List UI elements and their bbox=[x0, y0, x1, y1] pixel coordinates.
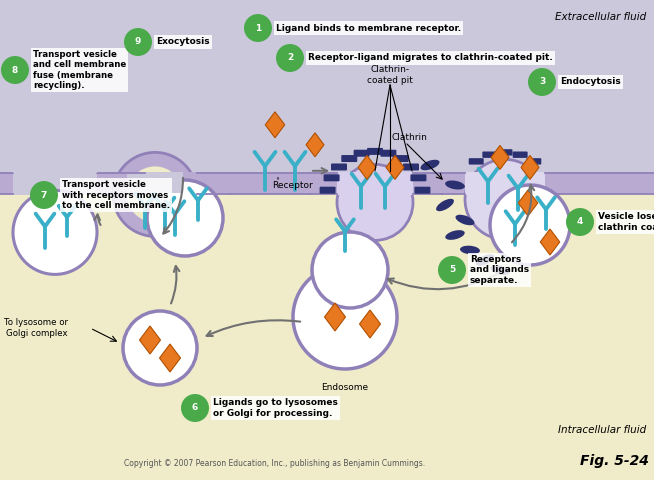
Text: Vesicle loses
clathrin coat.: Vesicle loses clathrin coat. bbox=[598, 212, 654, 232]
Bar bbox=[337, 172, 413, 195]
FancyBboxPatch shape bbox=[498, 149, 513, 156]
Circle shape bbox=[438, 256, 466, 284]
Text: 1: 1 bbox=[255, 24, 261, 33]
Polygon shape bbox=[521, 156, 539, 180]
Circle shape bbox=[528, 68, 556, 96]
Ellipse shape bbox=[421, 160, 439, 170]
Polygon shape bbox=[139, 326, 160, 354]
Ellipse shape bbox=[490, 265, 509, 275]
Ellipse shape bbox=[460, 246, 480, 254]
Circle shape bbox=[123, 311, 197, 385]
Polygon shape bbox=[386, 156, 404, 180]
FancyBboxPatch shape bbox=[526, 158, 542, 165]
Bar bbox=[0, 0, 654, 173]
Polygon shape bbox=[160, 344, 181, 372]
Text: Endocytosis: Endocytosis bbox=[560, 77, 621, 86]
FancyBboxPatch shape bbox=[354, 150, 370, 157]
Text: Exocytosis: Exocytosis bbox=[156, 37, 210, 47]
Ellipse shape bbox=[445, 180, 465, 190]
Text: 5: 5 bbox=[449, 265, 455, 275]
Polygon shape bbox=[518, 190, 538, 216]
Text: Clathrin: Clathrin bbox=[392, 133, 428, 143]
Text: Intracellular fluid: Intracellular fluid bbox=[558, 425, 646, 435]
Circle shape bbox=[124, 28, 152, 56]
Circle shape bbox=[147, 180, 223, 256]
Circle shape bbox=[13, 191, 97, 275]
Circle shape bbox=[127, 167, 183, 222]
FancyBboxPatch shape bbox=[411, 174, 426, 181]
Ellipse shape bbox=[445, 230, 465, 240]
Polygon shape bbox=[306, 133, 324, 157]
Text: Copyright © 2007 Pearson Education, Inc., publishing as Benjamin Cummings.: Copyright © 2007 Pearson Education, Inc.… bbox=[124, 459, 425, 468]
FancyBboxPatch shape bbox=[324, 174, 339, 181]
Text: Extracellular fluid: Extracellular fluid bbox=[555, 12, 646, 22]
Text: Fig. 5-24: Fig. 5-24 bbox=[580, 454, 649, 468]
FancyBboxPatch shape bbox=[392, 155, 409, 162]
Text: Transport vesicle
and cell membrane
fuse (membrane
recycling).: Transport vesicle and cell membrane fuse… bbox=[33, 50, 126, 90]
FancyBboxPatch shape bbox=[403, 164, 419, 170]
Circle shape bbox=[465, 159, 545, 240]
Text: Ligand binds to membrane receptor.: Ligand binds to membrane receptor. bbox=[276, 24, 461, 33]
Ellipse shape bbox=[475, 254, 494, 266]
Circle shape bbox=[337, 164, 413, 240]
Circle shape bbox=[490, 185, 570, 265]
FancyBboxPatch shape bbox=[320, 187, 336, 194]
Circle shape bbox=[566, 208, 594, 236]
Text: 3: 3 bbox=[539, 77, 545, 86]
Circle shape bbox=[276, 44, 304, 72]
Text: Transport vesicle
with receptors moves
to the cell membrane.: Transport vesicle with receptors moves t… bbox=[62, 180, 170, 210]
Text: Receptors
and ligands
separate.: Receptors and ligands separate. bbox=[470, 255, 529, 285]
Circle shape bbox=[181, 394, 209, 422]
Text: Endosome: Endosome bbox=[321, 384, 369, 393]
Polygon shape bbox=[360, 310, 381, 338]
FancyBboxPatch shape bbox=[483, 152, 497, 158]
Bar bbox=[113, 172, 197, 194]
Text: Receptor: Receptor bbox=[272, 180, 313, 190]
Circle shape bbox=[30, 181, 58, 209]
FancyBboxPatch shape bbox=[469, 158, 484, 165]
FancyBboxPatch shape bbox=[381, 150, 396, 157]
Polygon shape bbox=[540, 229, 560, 255]
Text: Clathrin-
coated pit: Clathrin- coated pit bbox=[367, 65, 413, 84]
Circle shape bbox=[244, 14, 272, 42]
Polygon shape bbox=[266, 112, 284, 138]
Bar bbox=[465, 173, 545, 194]
Text: Receptor-ligand migrates to clathrin-coated pit.: Receptor-ligand migrates to clathrin-coa… bbox=[308, 53, 553, 62]
Bar bbox=[337, 173, 413, 194]
Circle shape bbox=[1, 56, 29, 84]
Text: 9: 9 bbox=[135, 37, 141, 47]
Bar bbox=[127, 172, 183, 193]
Text: 2: 2 bbox=[287, 53, 293, 62]
Bar bbox=[0, 173, 654, 194]
Bar bbox=[0, 194, 654, 480]
Bar bbox=[13, 172, 97, 195]
Polygon shape bbox=[358, 156, 376, 180]
Polygon shape bbox=[324, 303, 345, 331]
Text: 7: 7 bbox=[41, 191, 47, 200]
Circle shape bbox=[113, 153, 197, 237]
Bar bbox=[545, 173, 654, 194]
Text: 8: 8 bbox=[12, 65, 18, 74]
FancyBboxPatch shape bbox=[513, 152, 528, 158]
Text: 6: 6 bbox=[192, 404, 198, 412]
Polygon shape bbox=[491, 145, 509, 169]
Bar bbox=[13, 168, 97, 173]
Text: To lysosome or
Golgi complex: To lysosome or Golgi complex bbox=[4, 318, 68, 338]
Text: 4: 4 bbox=[577, 217, 583, 227]
FancyBboxPatch shape bbox=[367, 148, 383, 155]
FancyBboxPatch shape bbox=[341, 155, 357, 162]
Ellipse shape bbox=[455, 215, 475, 225]
Circle shape bbox=[312, 232, 388, 308]
Bar bbox=[465, 172, 545, 195]
Ellipse shape bbox=[436, 199, 454, 211]
FancyBboxPatch shape bbox=[415, 187, 430, 194]
Circle shape bbox=[293, 265, 397, 369]
Text: Ligands go to lysosomes
or Golgi for processing.: Ligands go to lysosomes or Golgi for pro… bbox=[213, 398, 338, 418]
FancyBboxPatch shape bbox=[331, 164, 347, 170]
